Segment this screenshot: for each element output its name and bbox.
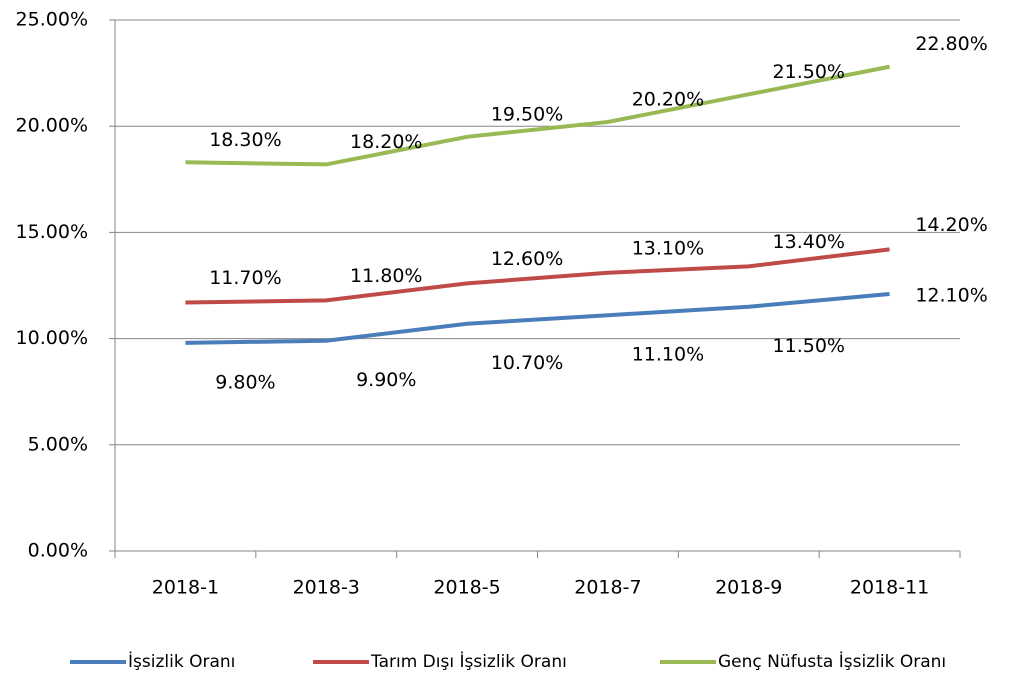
data-label: 10.70%: [491, 352, 563, 374]
data-label: 12.60%: [491, 248, 563, 270]
data-label: 12.10%: [915, 284, 987, 306]
data-label: 14.20%: [915, 214, 987, 236]
legend-label: Genç Nüfusta İşsizlik Oranı: [718, 651, 946, 672]
x-tick-label: 2018-5: [433, 577, 500, 599]
series-line: [185, 64, 890, 167]
x-tick-label: 2018-7: [574, 577, 641, 599]
data-label: 18.20%: [350, 131, 422, 153]
x-tick-label: 2018-1: [152, 577, 219, 599]
x-tick-label: 2018-11: [850, 577, 929, 599]
x-tick-label: 2018-3: [293, 577, 360, 599]
data-label: 13.10%: [632, 237, 704, 259]
data-label: 18.30%: [209, 129, 281, 151]
x-tick-label: 2018-9: [715, 577, 782, 599]
y-tick-label: 15.00%: [16, 221, 88, 243]
data-label: 9.90%: [356, 369, 416, 391]
legend-label: İşsizlik Oranı: [128, 651, 235, 672]
data-label: 22.80%: [915, 33, 987, 55]
data-label: 11.50%: [773, 335, 845, 357]
y-tick-label: 25.00%: [16, 9, 88, 31]
data-label: 11.10%: [632, 344, 704, 366]
y-tick-label: 20.00%: [16, 115, 88, 137]
y-tick-label: 0.00%: [28, 540, 88, 562]
series-line: [185, 292, 890, 345]
data-label: 11.80%: [350, 265, 422, 287]
legend-label: Tarım Dışı İşsizlik Oranı: [370, 651, 567, 672]
data-label: 20.20%: [632, 88, 704, 110]
data-label: 19.50%: [491, 103, 563, 125]
y-tick-label: 10.00%: [16, 327, 88, 349]
y-tick-label: 5.00%: [28, 433, 88, 455]
data-label: 21.50%: [773, 61, 845, 83]
data-label: 11.70%: [209, 267, 281, 289]
data-label: 13.40%: [773, 231, 845, 253]
data-label: 9.80%: [215, 371, 275, 393]
series-line: [185, 247, 890, 305]
